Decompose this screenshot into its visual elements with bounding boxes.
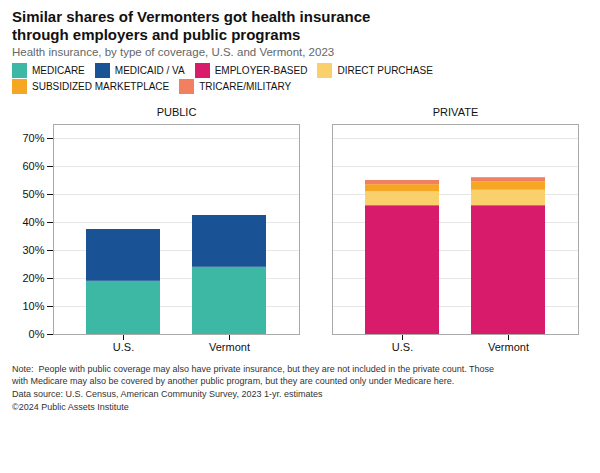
svg-text:U.S.: U.S. — [113, 341, 134, 353]
html-text:Data source: U.S. Census, Amer: Data source: U.S. Census, American Commu… — [12, 389, 323, 400]
html-text:Similar shares of Vermonters g: Similar shares of Vermonters got health … — [12, 8, 371, 43]
svg-text:Vermont: Vermont — [209, 341, 250, 353]
svg-text:10%: 10% — [22, 300, 44, 312]
html-text:SUBSIDIZED MARKETPLACE: SUBSIDIZED MARKETPLACE — [32, 81, 170, 93]
svg-text:40%: 40% — [22, 216, 44, 228]
svg-text:0%: 0% — [29, 328, 45, 340]
svg-text:50%: 50% — [22, 188, 44, 200]
svg-text:30%: 30% — [22, 244, 44, 256]
html-text:MEDICARE: MEDICARE — [32, 64, 85, 76]
svg-text:60%: 60% — [22, 160, 44, 172]
html-text:MEDICAID / VA: MEDICAID / VA — [114, 64, 185, 76]
svg-text:PRIVATE: PRIVATE — [433, 106, 478, 118]
svg-text:U.S.: U.S. — [392, 341, 413, 353]
svg-text:Vermont: Vermont — [488, 341, 529, 353]
svg-text:70%: 70% — [22, 132, 44, 144]
html-text:Note: People with public cover: Note: People with public coverage may al… — [12, 364, 495, 387]
html-text:EMPLOYER-BASED: EMPLOYER-BASED — [214, 64, 308, 76]
svg-text:PUBLIC: PUBLIC — [157, 106, 197, 118]
html-text:Health insurance, by type of c: Health insurance, by type of coverage, U… — [12, 46, 335, 58]
html-text:DIRECT PURCHASE: DIRECT PURCHASE — [337, 64, 433, 76]
svg-text:20%: 20% — [22, 272, 44, 284]
html-text:TRICARE/MILITARY: TRICARE/MILITARY — [199, 81, 292, 93]
html-text:©2024 Public Assets Institute: ©2024 Public Assets Institute — [12, 402, 129, 413]
